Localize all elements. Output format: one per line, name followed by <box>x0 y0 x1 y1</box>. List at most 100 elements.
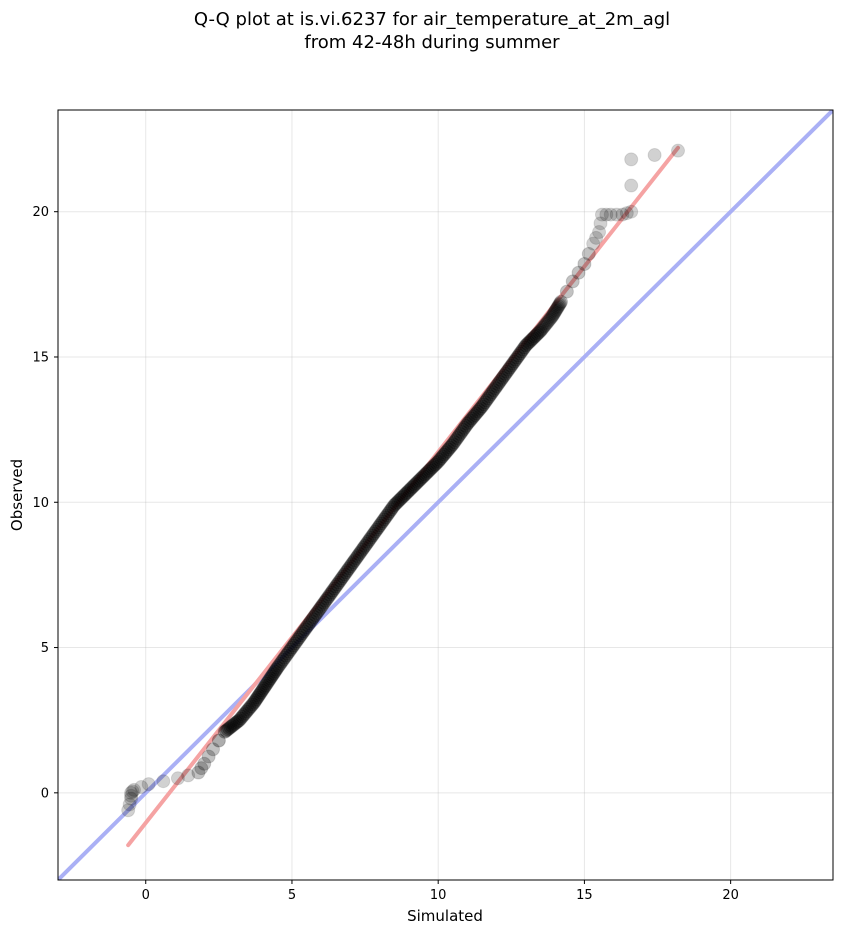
y-tick-label: 0 <box>41 786 49 801</box>
qq-point <box>420 464 435 479</box>
identity-line <box>58 110 833 880</box>
qq-point <box>206 742 220 757</box>
qq-point <box>445 437 460 452</box>
qq-point <box>594 207 609 222</box>
qq-point <box>263 671 278 686</box>
qq-point <box>365 528 380 543</box>
grid-lines <box>58 110 833 880</box>
qq-point <box>134 780 149 795</box>
qq-point <box>435 449 450 464</box>
qq-point <box>256 681 271 696</box>
qq-point <box>220 722 235 737</box>
qq-point <box>647 148 662 163</box>
qq-point <box>547 306 561 321</box>
qq-point <box>277 650 292 665</box>
qq-point <box>324 585 339 600</box>
qq-point <box>191 765 206 780</box>
qq-point <box>423 461 438 476</box>
plot-area <box>58 110 833 880</box>
qq-point <box>226 717 241 732</box>
qq-point <box>156 774 171 789</box>
qq-point <box>346 555 361 570</box>
qq-point <box>505 356 520 371</box>
qq-point <box>311 603 326 618</box>
qq-point <box>428 457 443 472</box>
qq-point <box>599 207 614 222</box>
qq-point <box>124 788 139 803</box>
qq-point <box>541 313 556 328</box>
qq-point <box>380 508 395 523</box>
qq-point <box>246 695 261 710</box>
qq-point <box>460 416 475 431</box>
qq-point <box>548 303 563 318</box>
qq-point <box>413 472 428 487</box>
qq-point <box>390 495 405 510</box>
qq-point <box>257 680 272 695</box>
qq-point <box>343 559 358 574</box>
qq-point <box>321 589 336 604</box>
qq-point <box>283 642 298 657</box>
qq-point <box>255 683 270 698</box>
qq-point <box>448 433 463 448</box>
qq-point <box>273 656 288 671</box>
qq-point <box>495 370 510 385</box>
qq-point <box>181 768 196 783</box>
qq-point <box>353 544 368 559</box>
qq-point <box>328 579 343 594</box>
qq-point <box>532 325 547 340</box>
qq-point <box>518 338 533 353</box>
qq-point <box>589 230 604 245</box>
qq-point <box>279 648 294 663</box>
axis-ticks: 0 5 10 15 20 0 5 10 15 20 <box>32 205 738 903</box>
qq-point <box>270 660 285 675</box>
qq-point <box>271 658 286 673</box>
qq-point <box>514 344 529 359</box>
qq-point <box>485 385 500 400</box>
qq-point <box>249 692 264 707</box>
qq-point <box>229 715 244 730</box>
qq-point <box>393 492 408 507</box>
qq-point <box>381 506 396 521</box>
qq-point <box>350 549 365 564</box>
qq-point <box>454 424 469 439</box>
qq-point <box>434 451 449 466</box>
qq-point <box>511 348 526 363</box>
y-tick-label: 20 <box>32 205 49 220</box>
qq-point <box>406 479 421 494</box>
qq-point <box>491 377 506 392</box>
qq-point <box>250 690 265 705</box>
qq-point <box>539 316 554 331</box>
qq-point <box>624 152 639 167</box>
qq-point <box>603 207 618 222</box>
qq-point <box>537 319 552 334</box>
qq-point <box>290 632 305 647</box>
qq-point <box>369 522 384 537</box>
qq-point <box>347 553 362 568</box>
qq-point <box>274 654 289 669</box>
qq-point <box>547 304 562 319</box>
qq-point <box>253 685 268 700</box>
qq-point <box>334 571 349 586</box>
qq-point <box>496 368 511 383</box>
qq-point <box>259 676 274 691</box>
qq-point <box>432 452 447 467</box>
qq-point <box>312 601 327 616</box>
qq-point <box>268 664 282 679</box>
qq-point <box>194 761 209 776</box>
qq-point <box>355 542 370 557</box>
qq-point <box>442 440 457 455</box>
qq-point <box>375 514 390 529</box>
qq-point <box>217 724 232 739</box>
qq-point <box>510 350 525 365</box>
qq-point <box>309 605 324 620</box>
qq-point <box>124 785 139 800</box>
qq-point <box>441 442 456 457</box>
qq-point <box>327 581 342 596</box>
qq-point <box>264 669 279 684</box>
qq-point <box>363 530 378 545</box>
x-tick-label: 20 <box>722 888 739 903</box>
qq-point <box>412 473 427 488</box>
qq-point <box>526 331 541 346</box>
qq-point <box>244 699 259 714</box>
qq-point <box>486 383 501 398</box>
